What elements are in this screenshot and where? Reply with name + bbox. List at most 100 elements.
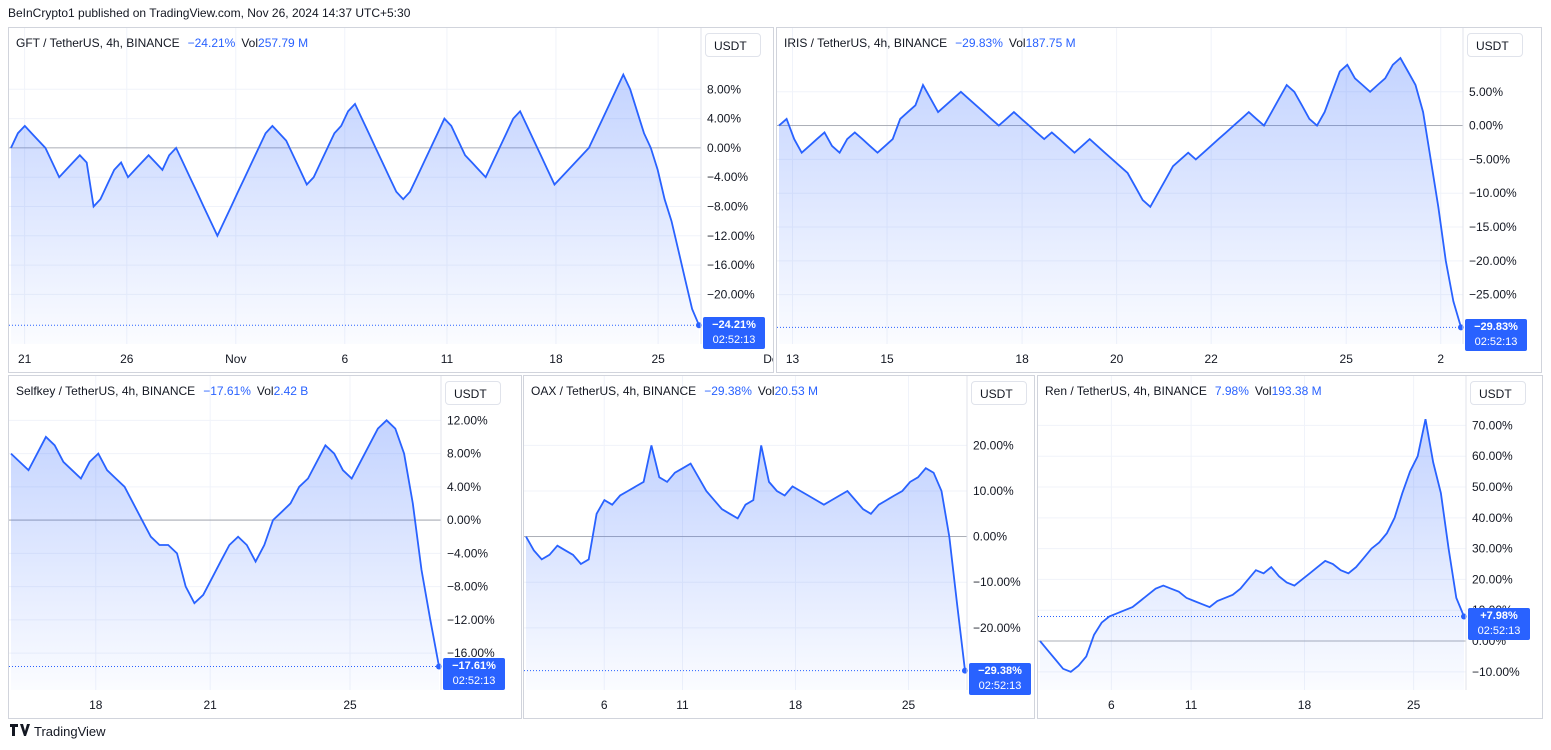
x-tick-label: 25 (1340, 352, 1354, 366)
symbol-label[interactable]: IRIS / TetherUS, 4h, BINANCE (784, 36, 948, 50)
y-tick-label: 50.00% (1472, 480, 1513, 494)
x-tick-label: 18 (789, 698, 803, 712)
bar-countdown: 02:52:13 (452, 675, 496, 688)
volume-value: 2.42 B (273, 384, 309, 398)
chart-legend[interactable]: OAX / TetherUS, 4h, BINANCE −29.38% Vol20.… (531, 384, 818, 398)
chart-legend[interactable]: GFT / TetherUS, 4h, BINANCE −24.21% Vol257… (16, 36, 308, 50)
chart-legend[interactable]: Selfkey / TetherUS, 4h, BINANCE −17.61% Vo… (16, 384, 308, 398)
x-tick-label: 13 (786, 352, 800, 366)
x-tick-label: 25 (651, 352, 665, 366)
publisher-line: BeInCrypto1 published on TradingView.com… (8, 6, 411, 20)
x-tick-label: 20 (1110, 352, 1124, 366)
y-tick-label: −20.00% (973, 621, 1021, 635)
y-tick-label: −16.00% (447, 646, 495, 660)
change-value: −29.83% (955, 36, 1003, 50)
bar-countdown: 02:52:13 (1474, 336, 1518, 349)
y-tick-label: 8.00% (707, 82, 741, 96)
symbol-label[interactable]: Ren / TetherUS, 4h, BINANCE (1045, 384, 1207, 398)
chart-svg: 8.00% 4.00% 0.00% −4.00% −8.00% −12.00% −16.00… (9, 28, 773, 366)
x-tick-label: 6 (1108, 698, 1115, 712)
chart-legend[interactable]: IRIS / TetherUS, 4h, BINANCE −29.83% Vol18… (784, 36, 1076, 50)
series-area (779, 58, 1461, 344)
last-price-value: +7.98% (1480, 610, 1518, 623)
last-price-value: −24.21% (712, 319, 756, 332)
volume-value: 20.53 M (774, 384, 818, 398)
x-tick-label: 11 (441, 352, 454, 366)
chart-panel-5[interactable]: 70.00%60.00%50.00%40.00%30.00%20.00%10.0… (1037, 375, 1543, 719)
chart-panel-1[interactable]: 8.00% 4.00% 0.00% −4.00% −8.00% −12.00% −16.00… (8, 27, 774, 373)
x-tick-label: 11 (676, 698, 689, 712)
last-price-tag: −24.21% 02:52:13 (703, 317, 765, 350)
symbol-label[interactable]: GFT / TetherUS, 4h, BINANCE (16, 36, 180, 50)
volume-label: Vol (757, 384, 775, 398)
bar-countdown: 02:52:13 (1477, 625, 1521, 638)
y-tick-label: 0.00% (1469, 119, 1503, 133)
volume-label: Vol (256, 384, 274, 398)
series-area (11, 74, 699, 344)
change-value: −17.61% (203, 384, 251, 398)
y-tick-label: −20.00% (707, 287, 755, 301)
chart-panel-4[interactable]: 20.00% 10.00% 0.00% −10.00% −20.00% 6 11 18 25 OA… (523, 375, 1035, 719)
x-tick-label: 21 (18, 352, 32, 366)
volume-label: Vol (1254, 384, 1272, 398)
symbol-label[interactable]: OAX / TetherUS, 4h, BINANCE (531, 384, 697, 398)
y-tick-label: 30.00% (1472, 542, 1513, 556)
series-area (1040, 419, 1464, 690)
y-tick-label: 4.00% (447, 480, 481, 494)
x-tick-label: 18 (89, 698, 103, 712)
x-tick-label: 18 (1015, 352, 1029, 366)
chart-legend[interactable]: Ren / TetherUS, 4h, BINANCE 7.98% Vol193.3… (1045, 384, 1322, 398)
y-tick-label: −10.00% (1472, 665, 1520, 679)
symbol-label[interactable]: Selfkey / TetherUS, 4h, BINANCE (16, 384, 196, 398)
series-area (526, 445, 965, 690)
currency-unit-button[interactable]: USDT (705, 33, 761, 57)
y-tick-label: −15.00% (1469, 220, 1517, 234)
x-tick-label: 6 (601, 698, 608, 712)
change-value: 7.98% (1214, 384, 1249, 398)
y-tick-label: 0.00% (707, 141, 741, 155)
series-line (10, 72, 700, 326)
y-tick-label: 4.00% (707, 112, 741, 126)
last-price-tag: −29.83% 02:52:13 (1465, 319, 1527, 352)
chart-panel-3[interactable]: 12.00% 8.00% 4.00% 0.00% −4.00% −8.00% −12.00%… (8, 375, 522, 719)
chart-panel-2[interactable]: 5.00% 0.00% −5.00% −10.00% −15.00% −20.00% −25… (776, 27, 1542, 373)
last-price-tag: −17.61% 02:52:13 (443, 658, 505, 691)
change-value: −29.38% (704, 384, 752, 398)
chart-svg: 5.00% 0.00% −5.00% −10.00% −15.00% −20.00% −25… (777, 28, 1517, 366)
x-tick-label: 11 (1185, 698, 1198, 712)
x-tick-label: 15 (880, 352, 894, 366)
y-tick-label: −25.00% (1469, 288, 1517, 302)
x-tick-label: 25 (343, 698, 357, 712)
last-price-tag: +7.98% 02:52:13 (1468, 608, 1530, 641)
bar-countdown: 02:52:13 (712, 334, 756, 347)
footer: TradingView (10, 723, 106, 739)
y-tick-label: 10.00% (973, 484, 1014, 498)
currency-unit-button[interactable]: USDT (971, 381, 1027, 405)
y-tick-label: 40.00% (1472, 511, 1513, 525)
y-tick-label: 60.00% (1472, 449, 1513, 463)
x-tick-label: 18 (549, 352, 563, 366)
y-tick-label: −4.00% (707, 170, 748, 184)
currency-unit-button[interactable]: USDT (1470, 381, 1526, 405)
tradingview-logo-icon[interactable] (10, 723, 30, 739)
x-tick-label: 6 (341, 352, 348, 366)
y-tick-label: 8.00% (447, 447, 481, 461)
y-tick-label: −8.00% (707, 199, 748, 213)
last-price-value: −29.38% (978, 664, 1022, 677)
currency-unit-button[interactable]: USDT (445, 381, 501, 405)
currency-unit-button[interactable]: USDT (1467, 33, 1523, 57)
chart-svg: 70.00%60.00%50.00%40.00%30.00%20.00%10.0… (1038, 376, 1520, 712)
volume-value: 187.75 M (1025, 36, 1076, 50)
series-line (778, 56, 1462, 328)
y-tick-label: 12.00% (447, 413, 488, 427)
series-line (1039, 419, 1465, 673)
footer-label[interactable]: TradingView (34, 723, 106, 739)
y-tick-label: −20.00% (1469, 254, 1517, 268)
volume-label: Vol (1008, 36, 1026, 50)
x-tick-label: Dec (763, 352, 773, 366)
x-tick-label: Nov (225, 352, 246, 366)
series-line (525, 445, 966, 671)
last-price-value: −17.61% (452, 660, 496, 673)
x-tick-label: 21 (203, 698, 217, 712)
y-tick-label: −10.00% (1469, 186, 1517, 200)
